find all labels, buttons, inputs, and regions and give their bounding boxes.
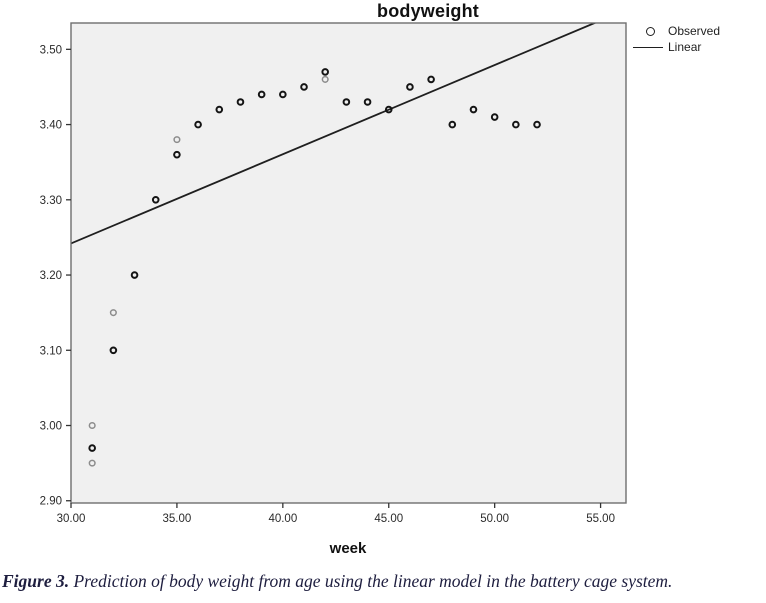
figure-caption: Figure 3. Prediction of body weight from… [2, 571, 766, 592]
y-tick-label: 3.00 [40, 421, 62, 433]
data-point [279, 90, 287, 99]
data-point [173, 136, 181, 144]
plot-border [70, 22, 627, 504]
data-point [512, 120, 520, 129]
legend-swatch [633, 26, 664, 36]
caption-label: Figure 3. [2, 571, 70, 591]
data-point [533, 120, 541, 129]
data-point [130, 271, 139, 279]
x-tick-label: 50.00 [480, 513, 509, 525]
observed-marker-icon [646, 26, 655, 36]
data-point [88, 444, 96, 452]
x-tick-label: 35.00 [163, 513, 192, 525]
data-point [321, 68, 329, 76]
x-tick-label: 30.00 [57, 513, 86, 525]
y-tick-label: 3.10 [40, 345, 62, 357]
data-point [490, 113, 499, 121]
data-point [300, 83, 308, 91]
data-point [257, 90, 266, 99]
data-point [88, 421, 96, 430]
y-tick-label: 3.20 [40, 270, 62, 282]
x-axis-label: week [329, 540, 367, 557]
x-tick-label: 45.00 [374, 513, 403, 525]
data-point [448, 120, 457, 129]
data-point [342, 98, 351, 106]
legend-item-linear: Linear [633, 39, 720, 55]
legend-label-linear: Linear [668, 40, 702, 54]
data-point [151, 196, 160, 204]
y-tick-label: 3.50 [40, 44, 62, 56]
legend-swatch [633, 46, 664, 48]
data-point [321, 75, 329, 83]
data-point [427, 75, 435, 84]
data-point [469, 105, 478, 114]
data-point [236, 98, 245, 106]
data-point [109, 346, 118, 355]
data-point [173, 150, 181, 159]
data-point [88, 459, 96, 467]
legend-label-observed: Observed [668, 24, 721, 38]
caption-text: Prediction of body weight from age using… [73, 571, 673, 591]
data-point [215, 105, 224, 114]
y-tick-label: 3.30 [40, 195, 62, 207]
plot-background [71, 23, 626, 503]
data-point [109, 309, 117, 317]
linear-marker-icon [633, 46, 663, 48]
data-point [363, 98, 372, 106]
y-tick-label: 3.40 [40, 120, 62, 132]
chart-title: bodyweight [377, 1, 479, 21]
data-point [384, 105, 393, 114]
data-point [406, 83, 414, 91]
legend: Observed Linear [633, 23, 720, 55]
data-point [194, 120, 202, 129]
x-tick-label: 55.00 [586, 513, 615, 525]
legend-item-observed: Observed [633, 23, 720, 39]
y-tick-label: 2.90 [40, 496, 62, 508]
scatter-plot: 30.00 35.00 40.00 45.00 50.00 55.00 2.90 3.00 3.… [40, 22, 627, 525]
linear-fit-line [71, 23, 597, 245]
x-tick-label: 40.00 [268, 513, 297, 525]
